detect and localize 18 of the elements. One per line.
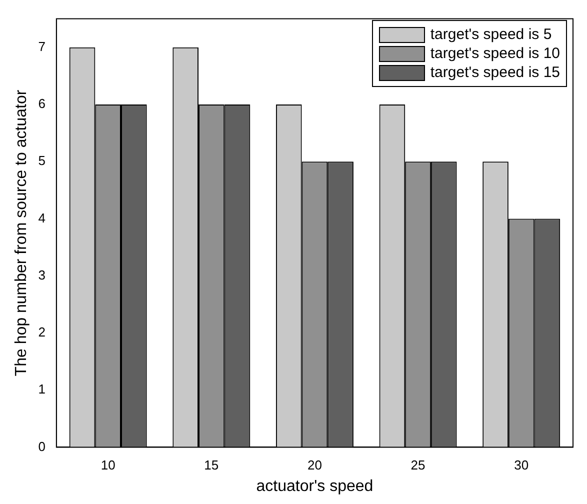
x-tick-label: 25 bbox=[410, 458, 426, 473]
y-tick-label: 3 bbox=[38, 267, 46, 282]
legend-label: target's speed is 15 bbox=[430, 64, 560, 81]
y-tick-label: 5 bbox=[38, 153, 46, 168]
legend-label: target's speed is 5 bbox=[430, 26, 552, 43]
x-tick-label: 10 bbox=[100, 458, 116, 473]
x-axis-title: actuator's speed bbox=[256, 478, 374, 495]
legend-label: target's speed is 10 bbox=[430, 45, 560, 62]
y-tick-label: 2 bbox=[38, 324, 46, 340]
y-tick-label: 0 bbox=[38, 438, 46, 454]
y-tick-label: 1 bbox=[38, 382, 46, 397]
y-tick-label: 7 bbox=[38, 38, 46, 54]
x-tick-label: 20 bbox=[307, 458, 322, 473]
y-tick-label: 4 bbox=[38, 210, 46, 226]
x-tick-label: 15 bbox=[204, 458, 219, 473]
y-axis-title: The hop number from source to actuator bbox=[13, 89, 30, 376]
y-tick-label: 6 bbox=[38, 96, 46, 112]
x-tick-label: 30 bbox=[514, 458, 529, 473]
